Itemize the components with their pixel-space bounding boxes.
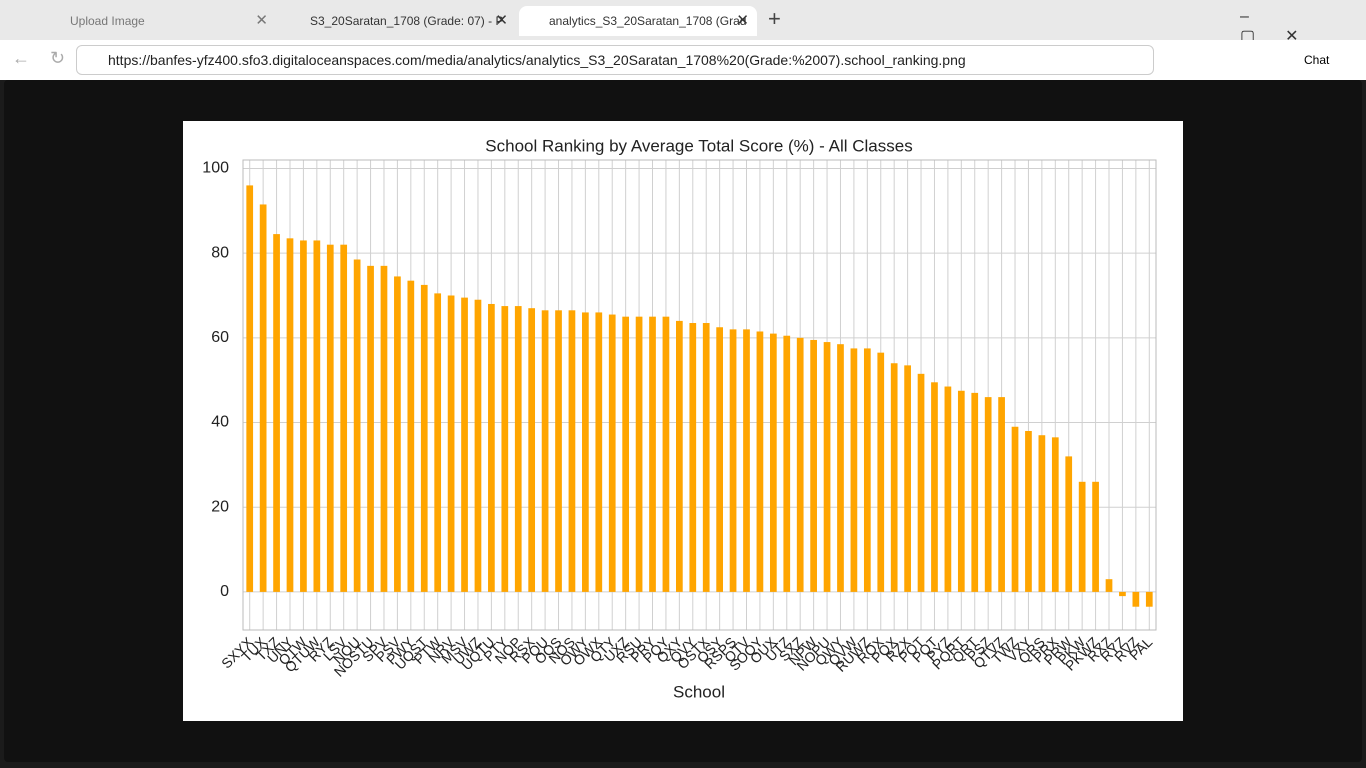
bar — [514, 306, 522, 592]
bar — [326, 244, 334, 592]
bar — [313, 240, 321, 592]
bar — [1105, 579, 1113, 592]
bar — [1145, 591, 1153, 607]
bar — [246, 185, 254, 592]
bar — [1051, 437, 1059, 592]
chat-button[interactable]: Chat — [1304, 53, 1330, 67]
bar — [528, 308, 536, 592]
bar — [810, 339, 817, 592]
bar — [689, 323, 697, 592]
y-tick-label: 40 — [211, 414, 229, 431]
chart-title: School Ranking by Average Total Score (%… — [485, 136, 912, 155]
bar — [488, 303, 495, 592]
bar — [582, 312, 589, 592]
bar — [729, 329, 737, 592]
bar — [676, 320, 683, 592]
bar — [850, 348, 858, 592]
url-field[interactable]: https://banfes-yfz400.sfo3.digitaloceans… — [76, 45, 1154, 75]
bar — [863, 348, 871, 592]
bar — [904, 365, 911, 592]
tab[interactable]: analytics_S3_20Saratan_1708 (Grad ✕ — [519, 6, 757, 36]
bar — [447, 295, 455, 592]
bar — [1038, 435, 1046, 592]
y-tick-label: 20 — [211, 498, 229, 515]
bar — [662, 316, 670, 592]
bar — [353, 259, 361, 592]
bar — [595, 312, 603, 592]
bar — [971, 392, 979, 592]
y-tick-label: 80 — [211, 244, 229, 261]
nav-buttons[interactable]: ←↻ — [12, 48, 86, 68]
bar — [917, 373, 925, 592]
bar — [622, 316, 630, 592]
bar — [340, 244, 348, 592]
bar — [541, 310, 549, 592]
bar — [1119, 591, 1126, 597]
bar — [931, 382, 938, 592]
bar — [635, 316, 643, 592]
bar — [716, 327, 723, 592]
bar — [984, 397, 992, 592]
bar — [877, 352, 885, 592]
bar — [259, 204, 267, 592]
tab-title: S3_20Saratan_1708 (Grade: 07) - P — [310, 14, 504, 28]
bar — [461, 297, 468, 592]
bar — [944, 386, 952, 592]
y-tick-label: 60 — [211, 329, 229, 346]
bar — [1065, 456, 1073, 592]
bar — [380, 265, 388, 592]
bar — [286, 238, 294, 592]
chart: School Ranking by Average Total Score (%… — [183, 121, 1183, 721]
bar — [608, 314, 616, 592]
bar — [300, 240, 307, 592]
bar — [1025, 430, 1032, 592]
bar — [743, 329, 750, 592]
bar — [367, 265, 374, 592]
y-tick-label: 0 — [220, 583, 229, 600]
bar — [501, 306, 509, 592]
bar — [407, 280, 415, 592]
bar — [1132, 591, 1140, 607]
bar — [474, 299, 482, 592]
tab[interactable]: S3_20Saratan_1708 (Grade: 07) - P ✕ — [310, 12, 508, 29]
new-tab[interactable]: + — [768, 6, 781, 31]
tab[interactable]: Upload Image ✕ — [70, 12, 268, 29]
bar — [649, 316, 656, 592]
bar — [769, 333, 777, 592]
bar — [555, 310, 562, 592]
bar — [890, 363, 898, 592]
x-axis-label: School — [673, 682, 725, 701]
y-tick-label: 100 — [202, 160, 229, 177]
bar — [823, 342, 831, 592]
bar — [837, 344, 844, 592]
bar — [1011, 426, 1019, 592]
bar — [796, 337, 804, 592]
bar — [783, 335, 791, 592]
bar — [420, 284, 428, 592]
bar — [394, 276, 401, 592]
bar — [273, 234, 280, 592]
tab-title: analytics_S3_20Saratan_1708 (Grad — [549, 14, 747, 28]
plot-frame — [242, 159, 1157, 631]
bar — [756, 331, 764, 592]
bar — [1078, 481, 1086, 592]
address-bar: ←↻ https://banfes-yfz400.sfo3.digitaloce… — [0, 40, 1366, 80]
bar — [1092, 481, 1099, 592]
tab-title: Upload Image — [70, 14, 145, 28]
bar — [957, 390, 965, 592]
tab-bar: Upload Image ✕ S3_20Saratan_1708 (Grade: … — [0, 0, 1366, 45]
bar — [434, 293, 442, 592]
bar — [568, 310, 576, 592]
bar — [702, 323, 710, 592]
bar — [998, 397, 1005, 592]
